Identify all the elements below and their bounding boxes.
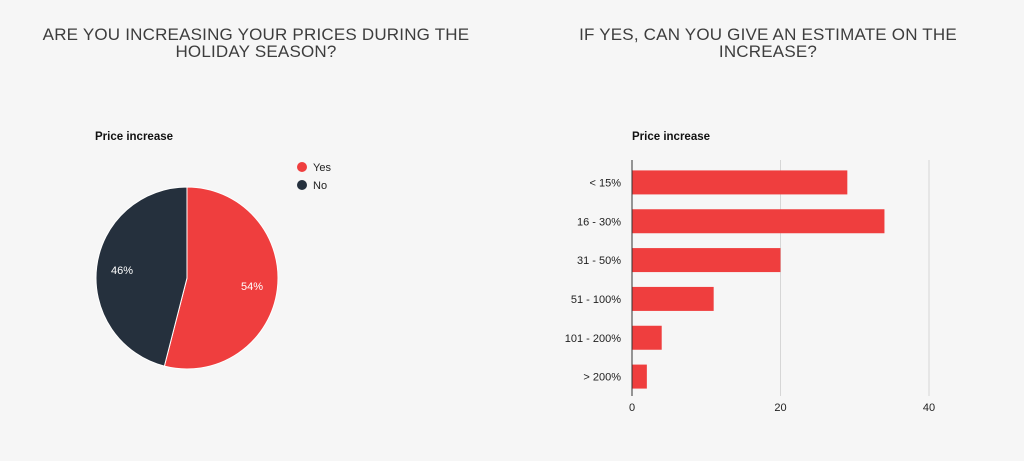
legend-label-no: No: [313, 180, 327, 192]
bar-chart-title: Price increase: [632, 131, 711, 143]
pie-chart-panel: ARE YOU INCREASING YOUR PRICES DURING TH…: [0, 26, 512, 370]
bar: [632, 286, 714, 311]
legend-marker-no: [297, 180, 307, 190]
legend-marker-yes: [297, 162, 307, 172]
bar: [632, 248, 781, 273]
y-tick-label: 31 - 50%: [577, 255, 621, 267]
y-tick-label: < 15%: [590, 177, 622, 189]
bar-question-line2: INCREASE?: [718, 42, 818, 61]
legend-label-yes: Yes: [313, 162, 331, 174]
y-tick-label: 101 - 200%: [565, 333, 621, 345]
pie-label-no: 46%: [111, 265, 133, 277]
pie-question-line2: HOLIDAY SEASON?: [175, 42, 337, 61]
x-tick-label: 40: [923, 402, 935, 414]
bar: [632, 170, 848, 195]
pie-question-heading: ARE YOU INCREASING YOUR PRICES DURING TH…: [0, 26, 512, 60]
pie-slice-no: [95, 186, 188, 367]
pie-question-line1: ARE YOU INCREASING YOUR PRICES DURING TH…: [42, 25, 470, 44]
bar: [632, 325, 662, 350]
bar: [632, 364, 647, 389]
bar: [632, 209, 885, 234]
y-tick-label: 16 - 30%: [577, 216, 621, 228]
bar-question-line1: IF YES, CAN YOU GIVE AN ESTIMATE ON THE: [579, 25, 957, 44]
pie-chart: 54% 46% Yes No: [95, 162, 331, 370]
pie-label-yes: 54%: [241, 281, 263, 293]
bar-question-heading: IF YES, CAN YOU GIVE AN ESTIMATE ON THE …: [512, 26, 1024, 60]
pie-slice-yes: [163, 186, 279, 370]
x-tick-label: 20: [774, 402, 786, 414]
pie-chart-title: Price increase: [95, 131, 174, 143]
y-tick-label: 51 - 100%: [571, 294, 621, 306]
x-tick-label: 0: [629, 402, 635, 414]
bar-chart-panel: IF YES, CAN YOU GIVE AN ESTIMATE ON THE …: [512, 0, 1024, 461]
y-tick-label: > 200%: [583, 372, 621, 384]
bar-chart: 0 20 40 < 15% 16 - 30% 31 - 50% 51 - 100% 101 -…: [565, 160, 935, 414]
